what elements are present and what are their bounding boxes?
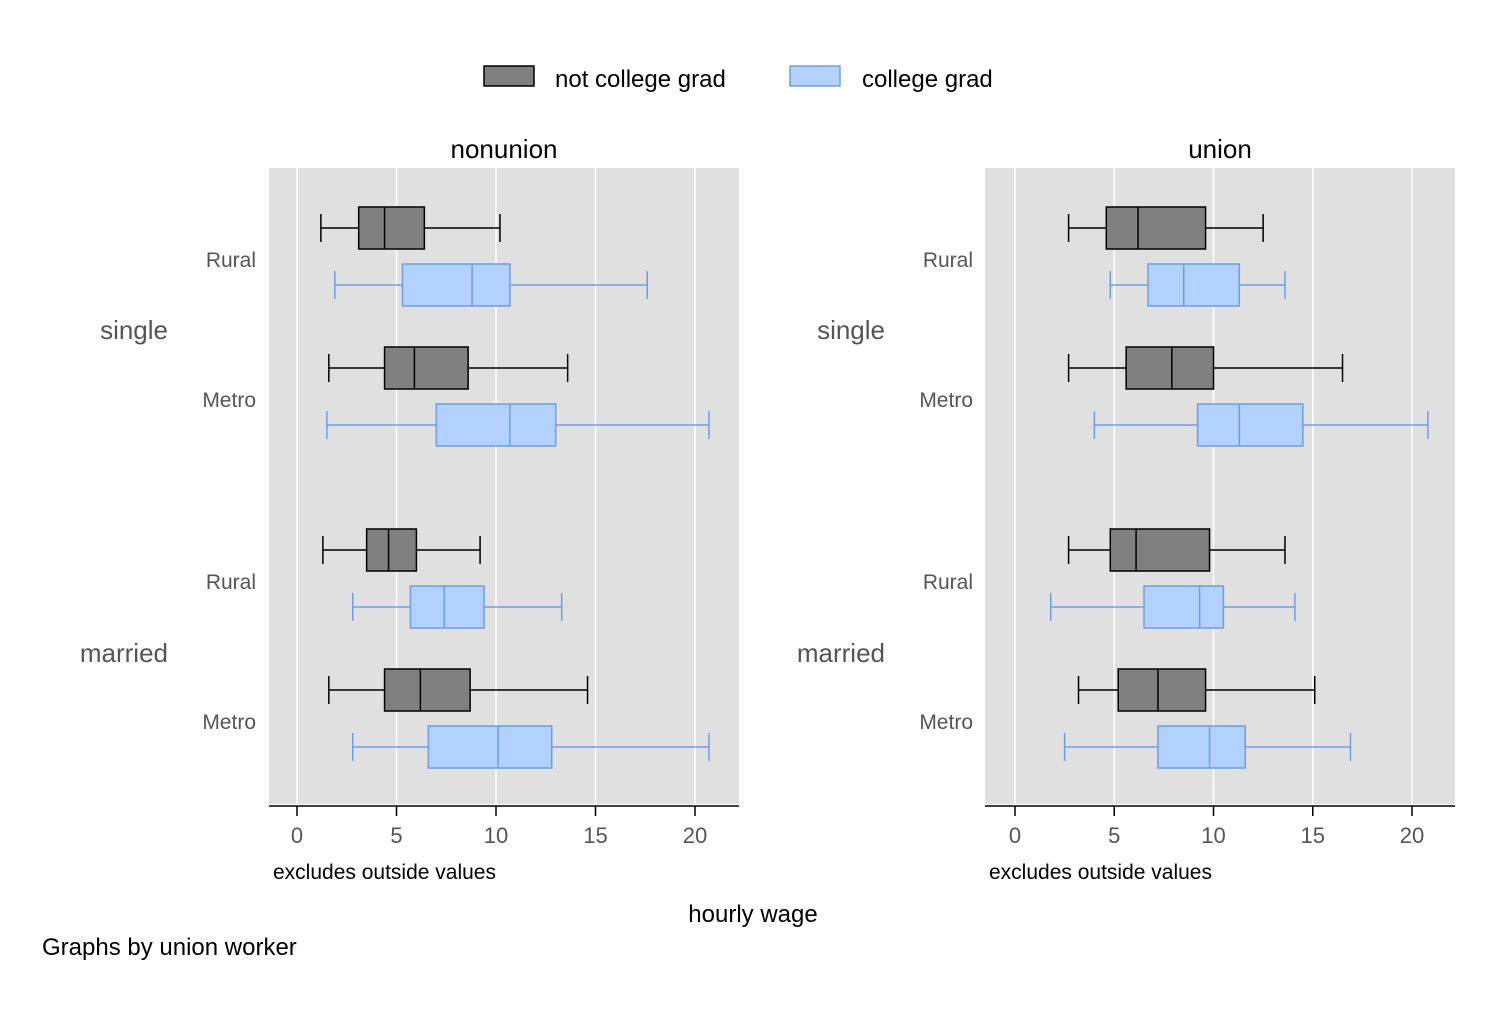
x-tick-label: 5: [390, 823, 402, 848]
box-married-rural-college: [351, 585, 563, 629]
x-tick-label: 10: [484, 823, 508, 848]
group-label-single: single: [817, 315, 885, 345]
box-single-metro-not-college: [328, 346, 569, 390]
panel-title: nonunion: [451, 134, 558, 164]
box-iqr: [383, 346, 469, 390]
box-single-rural-not-college: [1067, 206, 1264, 250]
box-single-metro-not-college: [1067, 346, 1344, 390]
panel-note: excludes outside values: [273, 861, 496, 884]
panel-title: union: [1188, 134, 1252, 164]
group-label-married: married: [80, 638, 168, 668]
box-single-rural-college: [1109, 263, 1286, 307]
x-tick-label: 5: [1108, 823, 1120, 848]
legend-swatch: [483, 65, 535, 87]
box-single-rural-college: [334, 263, 648, 307]
subgroup-label-rural: Rural: [923, 249, 973, 272]
subgroup-label-rural: Rural: [923, 571, 973, 594]
box-iqr: [427, 725, 553, 769]
box-single-metro-college: [326, 403, 710, 447]
box-iqr: [401, 263, 511, 307]
legend-swatch: [789, 65, 841, 87]
box-iqr: [1117, 668, 1207, 712]
subgroup-label-rural: Rural: [206, 571, 256, 594]
box-iqr: [383, 668, 471, 712]
group-label-married: married: [797, 638, 885, 668]
panel-note: excludes outside values: [989, 861, 1212, 884]
subgroup-label-metro: Metro: [919, 389, 973, 412]
box-iqr: [1196, 403, 1304, 447]
group-label-single: single: [100, 315, 168, 345]
legend-label: college grad: [862, 66, 993, 93]
box-married-metro-college: [1063, 725, 1352, 769]
x-tick-label: 0: [291, 823, 303, 848]
box-single-metro-college: [1093, 403, 1429, 447]
subgroup-label-rural: Rural: [206, 249, 256, 272]
box-married-metro-not-college: [1077, 668, 1316, 712]
subgroup-label-metro: Metro: [202, 389, 256, 412]
x-tick-label: 20: [1400, 823, 1424, 848]
box-married-rural-not-college: [1067, 528, 1286, 572]
box-married-metro-not-college: [328, 668, 589, 712]
box-iqr: [1109, 528, 1211, 572]
box-iqr: [357, 206, 426, 250]
box-iqr: [1143, 585, 1225, 629]
panels: nonunion 0 5 10 15 20 excludes outside values s…: [80, 134, 1455, 884]
box-iqr: [1147, 263, 1241, 307]
box-married-rural-not-college: [322, 528, 481, 572]
box-iqr: [365, 528, 418, 572]
panel-union: union 0 5 10 15 20 excludes outside values sing…: [797, 134, 1455, 884]
x-axis-label: hourly wage: [688, 901, 817, 928]
panel-nonunion: nonunion 0 5 10 15 20 excludes outside values s…: [80, 134, 739, 884]
x-tick-label: 10: [1201, 823, 1225, 848]
box-iqr: [1157, 725, 1247, 769]
box-iqr: [1105, 206, 1207, 250]
x-tick-label: 20: [683, 823, 707, 848]
subgroup-label-metro: Metro: [919, 711, 973, 734]
box-iqr: [435, 403, 557, 447]
box-single-rural-not-college: [320, 206, 501, 250]
x-tick-label: 15: [583, 823, 607, 848]
x-tick-label: 0: [1009, 823, 1021, 848]
x-tick-label: 15: [1301, 823, 1325, 848]
box-married-rural-college: [1049, 585, 1296, 629]
legend: not college grad college grad: [483, 65, 993, 93]
subgroup-label-metro: Metro: [202, 711, 256, 734]
box-iqr: [409, 585, 485, 629]
legend-label: not college grad: [555, 66, 726, 93]
box-married-metro-college: [351, 725, 710, 769]
box-iqr: [1125, 346, 1215, 390]
graphs-by-note: Graphs by union worker: [42, 934, 297, 961]
